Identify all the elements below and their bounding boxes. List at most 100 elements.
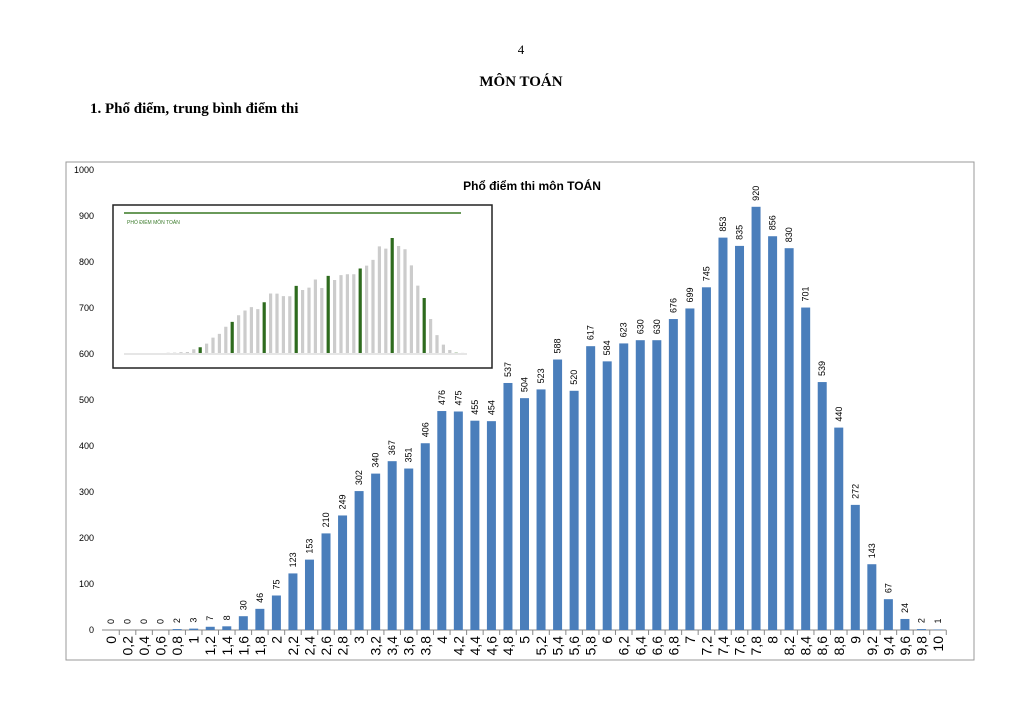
data-label: 0 [156,619,166,624]
bar [338,515,348,630]
inset-bar [185,352,189,353]
page-number: 4 [517,42,525,57]
inset-bar [339,275,343,353]
inset-bar [358,268,362,353]
data-label: 75 [271,579,281,589]
bar [437,411,447,630]
inset-bar [262,302,266,353]
bar [503,382,513,630]
inset-bar [275,293,279,353]
y-tick-label: 1000 [74,165,94,175]
data-label: 302 [354,470,364,485]
data-label: 476 [437,390,447,405]
bar [784,248,794,630]
inset-bar [352,274,356,353]
x-tick-label: 8,8 [831,636,847,656]
data-label: 623 [619,322,629,337]
x-tick-label: 7,4 [715,636,731,656]
inset-bar [211,337,215,353]
y-tick-label: 100 [79,579,94,589]
y-tick-label: 800 [79,257,94,267]
data-label: 630 [635,319,645,334]
data-label: 1 [933,619,943,624]
bar [652,340,662,630]
data-label: 701 [801,287,811,302]
x-tick-label: 2,2 [285,636,301,656]
data-label: 406 [420,422,430,437]
data-label: 8 [222,615,232,620]
x-tick-label: 9,2 [864,636,880,656]
data-label: 454 [486,400,496,415]
inset-bar [249,307,253,353]
x-tick-label: 5 [517,636,533,644]
x-tick-label: 5,4 [550,636,566,656]
x-tick-label: 2 [268,636,284,644]
bar [635,340,645,630]
inset-image: PHỔ ĐIỂM MÔN TOÁN [112,204,493,369]
data-label: 504 [520,377,530,392]
bar [255,608,265,630]
x-tick-label: 7,6 [732,636,748,656]
page-heading: MÔN TOÁN [479,74,563,90]
data-label: 123 [288,552,298,567]
bar [685,308,695,630]
inset-bar [365,265,369,353]
bar [751,206,761,631]
x-tick-label: 3,6 [401,636,417,656]
inset-bar [371,259,375,353]
data-label: 853 [718,217,728,232]
bar [304,559,314,630]
x-tick-label: 3 [351,636,367,644]
inset-bar [326,275,330,353]
data-label: 367 [387,440,397,455]
x-tick-label: 0,4 [136,636,152,656]
data-label: 67 [883,583,893,593]
bar [553,359,563,630]
data-label: 2 [916,618,926,623]
bar [718,237,728,630]
x-tick-label: 4 [434,636,450,644]
x-tick-label: 5,6 [566,636,582,656]
inset-bar [403,249,407,353]
x-tick-label: 9,8 [913,636,929,656]
data-label: 699 [685,287,695,302]
x-tick-label: 1,8 [252,636,268,656]
x-tick-label: 6,8 [665,636,681,656]
inset-bar [288,296,292,353]
x-tick-label: 6,6 [649,636,665,656]
x-tick-label: 3,2 [368,636,384,656]
inset-bar [237,315,241,353]
bar [238,616,248,630]
x-tick-label: 3,8 [417,636,433,656]
x-tick-label: 1,6 [235,636,251,656]
data-label: 523 [536,368,546,383]
data-label: 351 [404,448,414,463]
bar [668,319,678,630]
data-label: 272 [850,484,860,499]
data-label: 475 [453,390,463,405]
x-tick-label: 0,2 [120,636,136,656]
data-label: 440 [834,407,844,422]
bar [205,626,215,630]
inset-bar [422,298,426,353]
data-label: 584 [602,340,612,355]
data-label: 340 [371,453,381,468]
data-label: 249 [338,494,348,509]
data-label: 630 [652,319,662,334]
inset-bar [198,347,202,353]
bar [486,421,496,630]
data-label: 588 [553,338,563,353]
bar [453,411,463,630]
x-tick-label: 5,8 [583,636,599,656]
data-label: 2 [172,618,182,623]
inset-bar [192,349,196,353]
chart-title: Phổ điểm thi môn TOÁN [463,178,601,193]
bar [321,533,331,630]
bar [288,573,298,630]
inset-bar [301,290,305,353]
x-tick-label: 8,2 [781,636,797,656]
data-label: 539 [817,361,827,376]
x-tick-label: 2,8 [335,636,351,656]
y-tick-label: 200 [79,533,94,543]
data-label: 676 [668,298,678,313]
